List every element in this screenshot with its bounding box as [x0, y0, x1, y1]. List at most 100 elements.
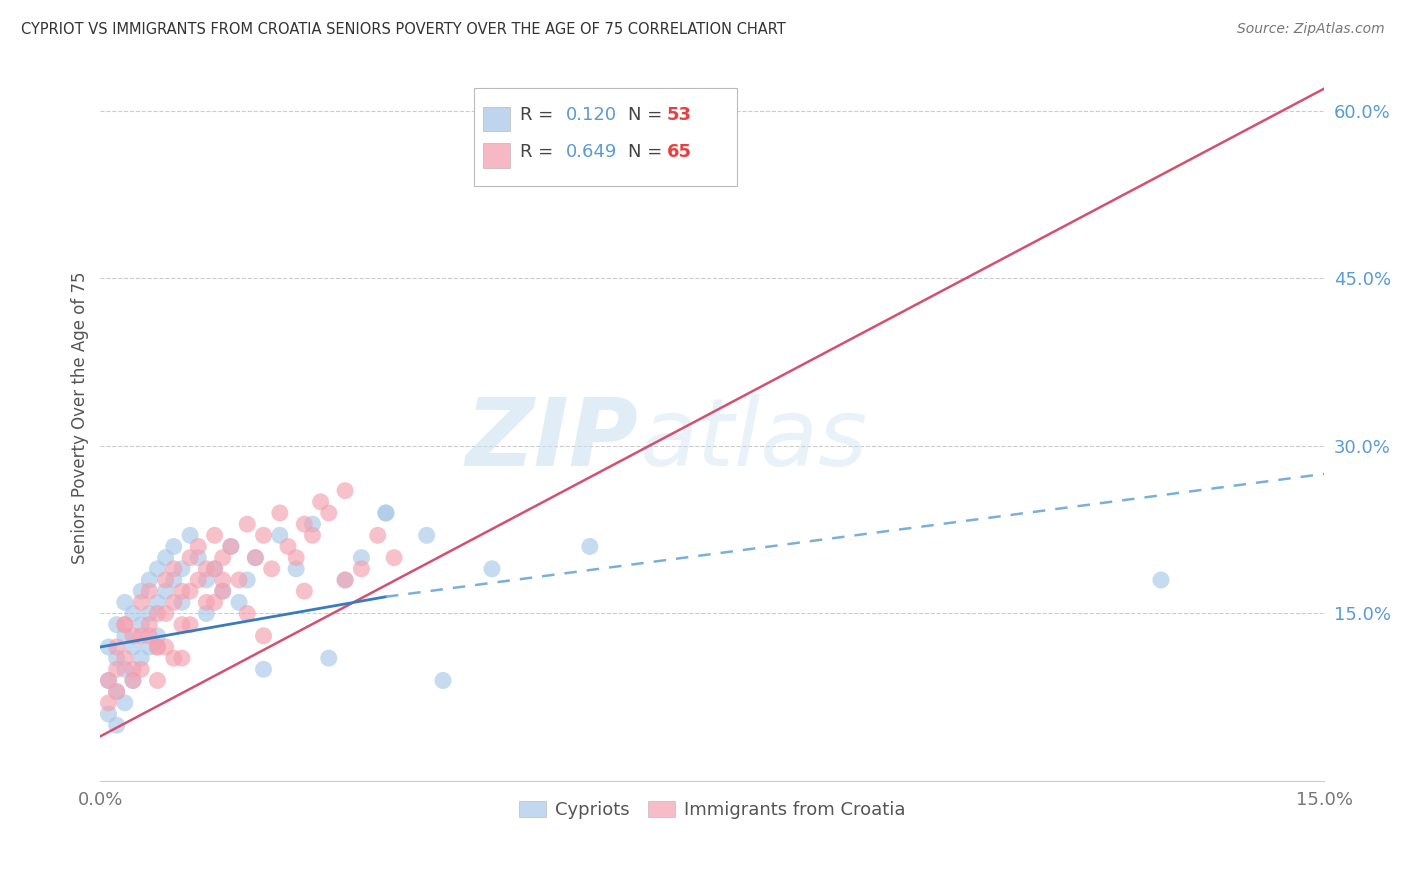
Point: [155, 607, 177, 621]
Y-axis label: Seniors Poverty Over the Age of 75: Seniors Poverty Over the Age of 75: [72, 272, 89, 565]
Point: [122, 629, 145, 643]
Point: [415, 528, 437, 542]
Point: [179, 584, 201, 599]
Point: [350, 550, 373, 565]
Point: [146, 673, 169, 688]
Point: [219, 540, 242, 554]
Point: [245, 550, 267, 565]
Point: [129, 595, 152, 609]
Point: [122, 673, 145, 688]
Point: [318, 506, 340, 520]
FancyBboxPatch shape: [484, 107, 510, 131]
Point: [155, 550, 177, 565]
Point: [367, 528, 389, 542]
Point: [122, 640, 145, 654]
Point: [114, 629, 136, 643]
Point: [187, 540, 209, 554]
Point: [170, 651, 193, 665]
Point: [105, 651, 128, 665]
FancyBboxPatch shape: [484, 143, 510, 168]
Point: [211, 584, 233, 599]
Point: [163, 651, 186, 665]
Point: [114, 696, 136, 710]
Point: [97, 673, 120, 688]
Point: [187, 573, 209, 587]
Point: [309, 495, 332, 509]
Point: [277, 540, 299, 554]
Point: [163, 573, 186, 587]
Point: [170, 562, 193, 576]
Point: [105, 684, 128, 698]
Point: [228, 573, 250, 587]
Point: [245, 550, 267, 565]
Point: [114, 595, 136, 609]
Point: [285, 562, 308, 576]
Text: 0.120: 0.120: [565, 106, 616, 124]
Point: [195, 573, 218, 587]
Point: [129, 584, 152, 599]
Point: [138, 629, 160, 643]
Point: [211, 573, 233, 587]
Point: [129, 617, 152, 632]
Text: CYPRIOT VS IMMIGRANTS FROM CROATIA SENIORS POVERTY OVER THE AGE OF 75 CORRELATIO: CYPRIOT VS IMMIGRANTS FROM CROATIA SENIO…: [21, 22, 786, 37]
Point: [301, 528, 323, 542]
Point: [129, 651, 152, 665]
Point: [236, 517, 259, 532]
Point: [252, 629, 274, 643]
Point: [579, 540, 602, 554]
Point: [374, 506, 396, 520]
Text: N =: N =: [628, 106, 668, 124]
Legend: Cypriots, Immigrants from Croatia: Cypriots, Immigrants from Croatia: [512, 794, 912, 826]
Point: [129, 662, 152, 676]
Point: [138, 640, 160, 654]
Point: [204, 562, 226, 576]
Text: Source: ZipAtlas.com: Source: ZipAtlas.com: [1237, 22, 1385, 37]
Point: [146, 640, 169, 654]
FancyBboxPatch shape: [474, 87, 737, 186]
Point: [204, 562, 226, 576]
Point: [285, 550, 308, 565]
Text: atlas: atlas: [638, 394, 868, 485]
Point: [204, 595, 226, 609]
Point: [195, 562, 218, 576]
Point: [481, 562, 503, 576]
Point: [97, 673, 120, 688]
Point: [432, 673, 454, 688]
Point: [155, 573, 177, 587]
Point: [301, 517, 323, 532]
Point: [105, 718, 128, 732]
Point: [195, 595, 218, 609]
Point: [195, 607, 218, 621]
Point: [155, 584, 177, 599]
Point: [382, 550, 405, 565]
Point: [179, 550, 201, 565]
Point: [170, 584, 193, 599]
Point: [163, 540, 186, 554]
Point: [269, 506, 291, 520]
Point: [138, 607, 160, 621]
Point: [105, 617, 128, 632]
Point: [187, 550, 209, 565]
Point: [146, 629, 169, 643]
Point: [219, 540, 242, 554]
Point: [114, 617, 136, 632]
Text: ZIP: ZIP: [465, 394, 638, 486]
Point: [179, 617, 201, 632]
Point: [292, 517, 315, 532]
Point: [114, 662, 136, 676]
Point: [204, 528, 226, 542]
Point: [105, 640, 128, 654]
Text: R =: R =: [520, 143, 560, 161]
Point: [374, 506, 396, 520]
Point: [105, 662, 128, 676]
Point: [155, 640, 177, 654]
Point: [97, 696, 120, 710]
Point: [97, 706, 120, 721]
Point: [333, 573, 356, 587]
Point: [252, 528, 274, 542]
Point: [146, 607, 169, 621]
Text: N =: N =: [628, 143, 668, 161]
Point: [211, 584, 233, 599]
Point: [138, 584, 160, 599]
Point: [179, 528, 201, 542]
